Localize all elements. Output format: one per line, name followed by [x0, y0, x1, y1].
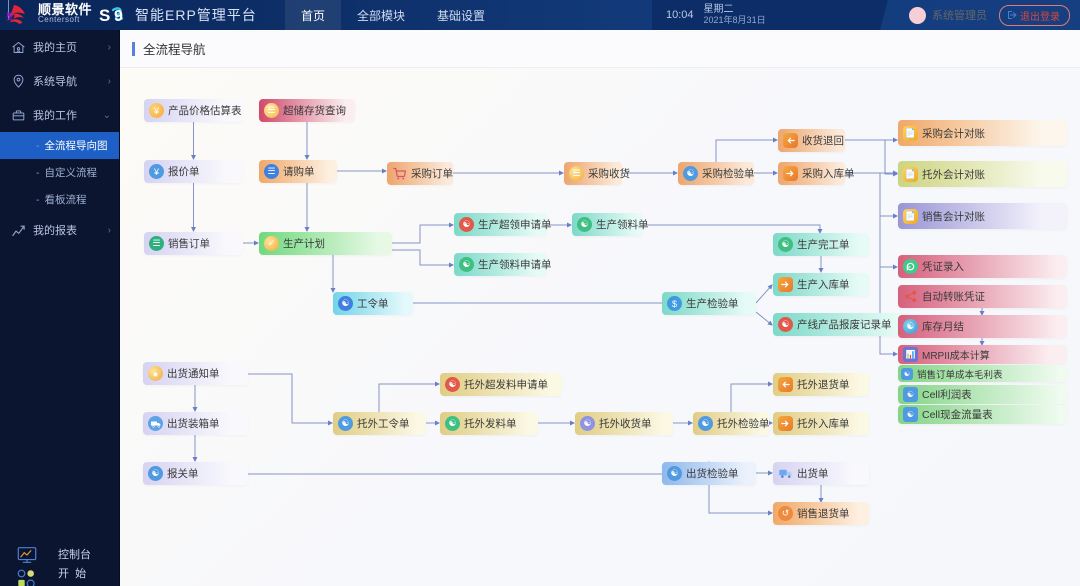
svg-text:S: S [99, 6, 110, 25]
svg-text:9: 9 [114, 8, 123, 25]
